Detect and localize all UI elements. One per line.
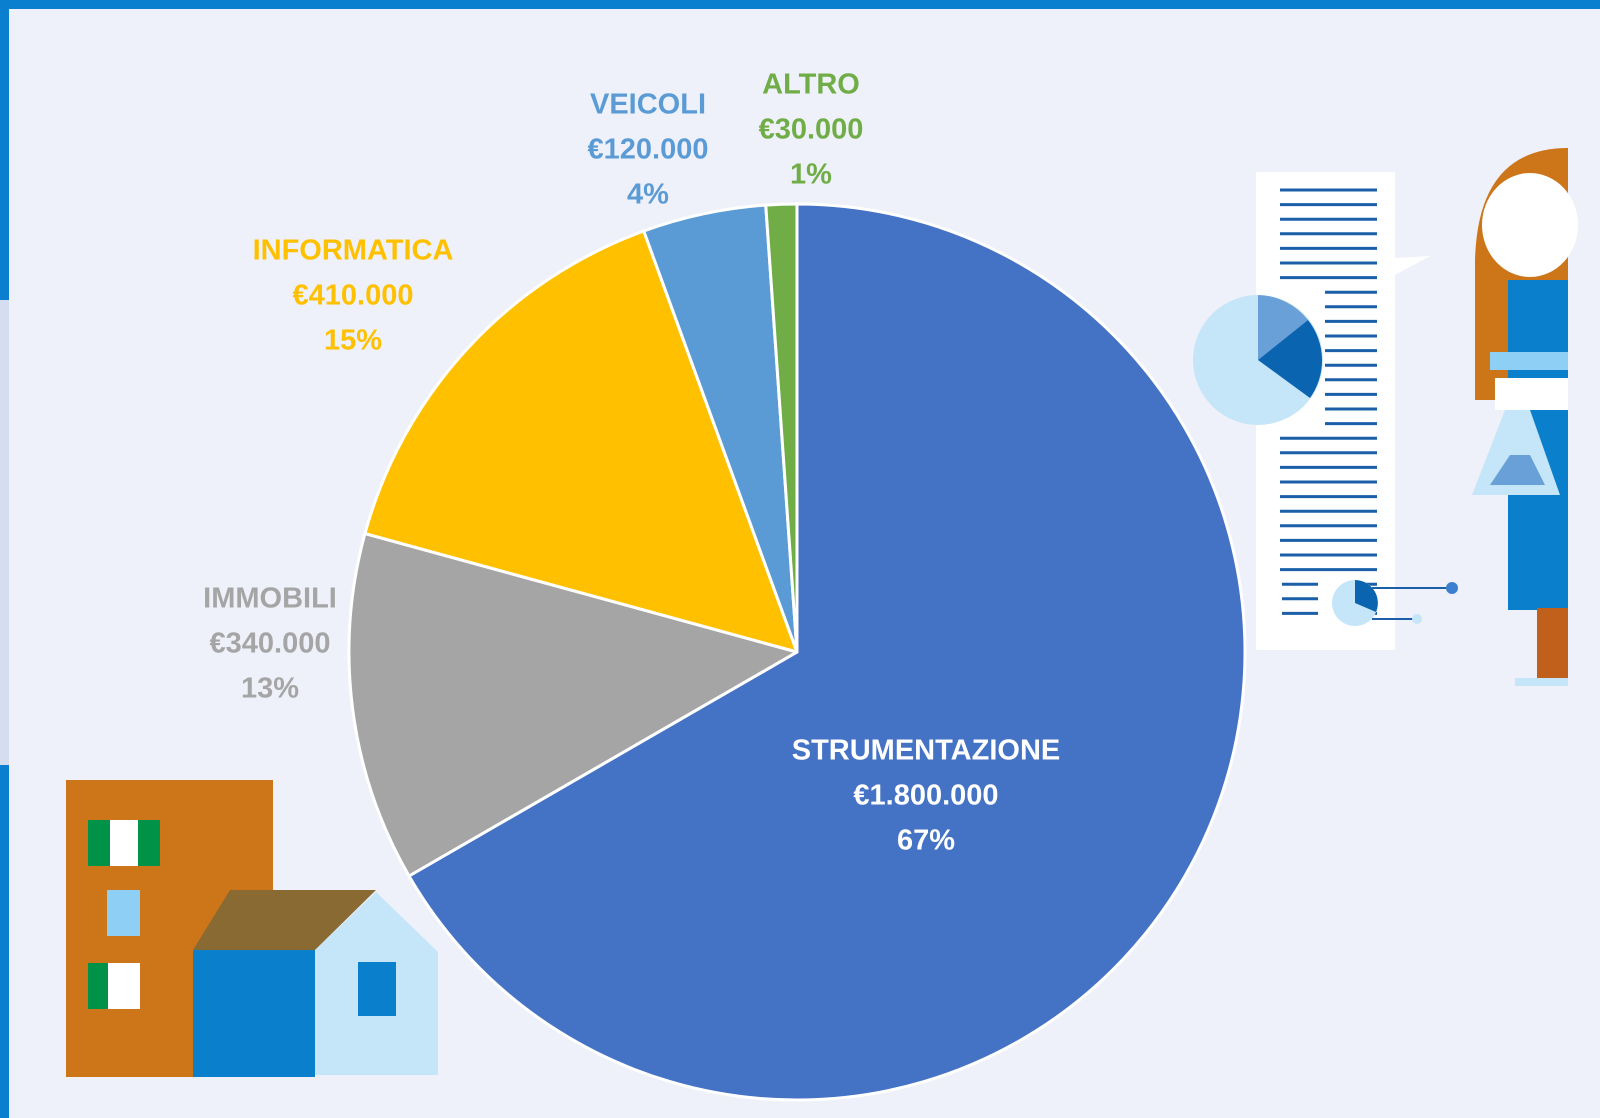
value-label: €30.000 — [759, 114, 864, 146]
value-label: €1.800.000 — [853, 780, 998, 812]
category-label: VEICOLI — [590, 89, 706, 121]
category-label: INFORMATICA — [253, 235, 454, 267]
top-frame — [0, 0, 1600, 9]
pie-slice — [407, 202, 1247, 1102]
left-frame — [0, 765, 9, 1118]
left-frame — [0, 0, 9, 300]
percent-label: 15% — [324, 325, 382, 357]
percent-label: 13% — [241, 673, 299, 705]
pie-slice — [347, 532, 799, 878]
percent-label: 67% — [897, 825, 955, 857]
pie — [347, 202, 1247, 1102]
category-label: IMMOBILI — [203, 583, 337, 615]
value-label: €120.000 — [588, 134, 709, 166]
percent-label: 1% — [790, 159, 832, 191]
category-label: STRUMENTAZIONE — [792, 735, 1061, 767]
building-illustration — [66, 780, 438, 1077]
pie-slice — [363, 229, 799, 654]
pie-slice — [764, 202, 799, 654]
labels: STRUMENTAZIONE €1.800.000 67% IMMOBILI €340.… — [203, 69, 1060, 857]
report-illustration — [1193, 172, 1458, 650]
percent-label: 4% — [627, 179, 669, 211]
person-illustration — [1472, 148, 1578, 686]
category-label: ALTRO — [762, 69, 860, 101]
value-label: €340.000 — [210, 628, 331, 660]
value-label: €410.000 — [293, 280, 414, 312]
left-frame — [0, 300, 9, 765]
